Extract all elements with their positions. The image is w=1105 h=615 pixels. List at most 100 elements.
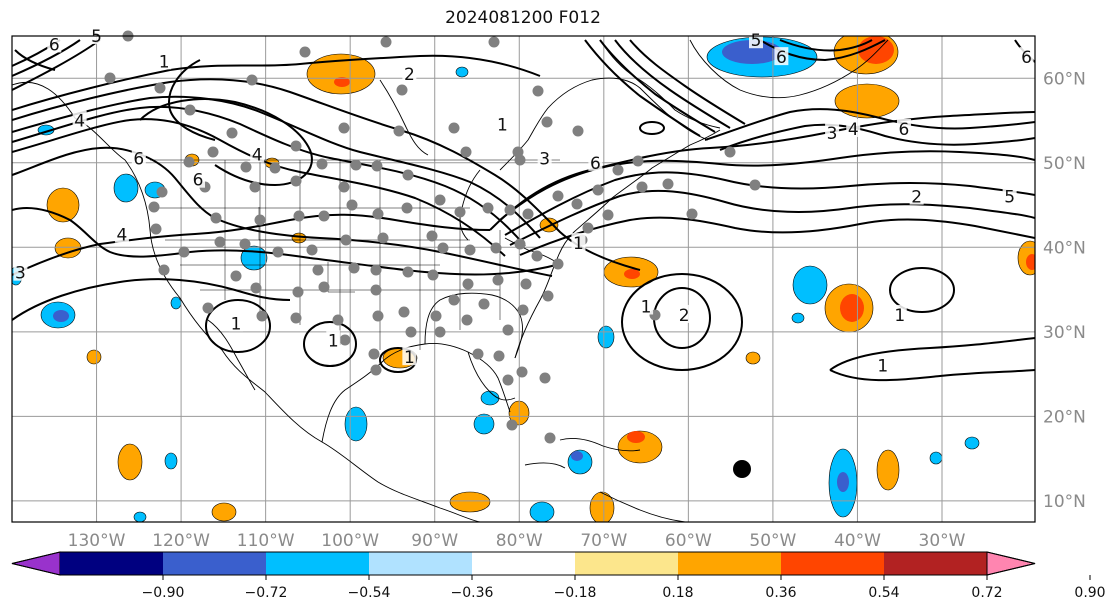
colorbar-segment	[266, 552, 370, 575]
contour-label: 4	[74, 112, 85, 132]
contour-label-bg	[131, 148, 146, 167]
longitude-tick-label: 30°W	[919, 531, 966, 551]
contour-label: 6	[193, 171, 204, 191]
contour-label: 4	[252, 145, 263, 165]
closed-contour-layer	[205, 121, 1036, 382]
contour-label: 6	[133, 150, 144, 170]
longitude-tick-label: 120°W	[152, 531, 210, 551]
contour-label-bg	[677, 304, 692, 323]
longitude-tick-label: 80°W	[496, 531, 543, 551]
longitude-tick-label: 70°W	[580, 531, 627, 551]
latitude-tick-label: 30°N	[1043, 323, 1086, 343]
colorbar-segment	[163, 552, 267, 575]
longitude-tick-label: 100°W	[321, 531, 379, 551]
map-title: 2024081200 F012	[445, 8, 601, 28]
contour-label-bg	[114, 224, 129, 243]
contour-label-bg	[909, 186, 924, 205]
contour-label: 5	[91, 27, 102, 47]
contour-label-bg	[749, 30, 763, 49]
latitude-tick-label: 20°N	[1043, 407, 1086, 427]
colorbar-segment	[369, 552, 473, 575]
longitude-tick-label: 50°W	[749, 531, 796, 551]
contour-label: 6	[590, 154, 601, 174]
contour-label: 1	[159, 52, 170, 72]
contour-label-bg	[588, 152, 603, 171]
contour-label-bg	[402, 64, 417, 83]
colorbar-max-extend	[986, 551, 1036, 576]
contour-label: 3	[827, 124, 838, 144]
contour-label-bg	[402, 347, 417, 366]
contour-label: 1	[231, 314, 242, 334]
colorbar-tick-label: 0.18	[662, 585, 693, 601]
contour-label-bg	[774, 47, 789, 66]
contour-label: 1	[573, 234, 584, 254]
colorbar-tick-label: 0.54	[868, 585, 899, 601]
longitude-labels: 130°W 120°W 110°W 100°W 90°W 80°W 70°W 60°W 50°W…	[68, 531, 966, 551]
latitude-labels: 10°N 20°N 30°N 40°N 50°N 60°N	[1043, 69, 1086, 512]
contour-label-bg	[229, 313, 244, 332]
contour-label: 1	[894, 306, 905, 326]
contour-label-bg	[495, 114, 510, 133]
colorbar-tick-label: −0.72	[245, 585, 288, 601]
contour-label-bg	[639, 296, 654, 315]
latitude-tick-label: 10°N	[1043, 492, 1086, 512]
contour-label-bg	[1019, 47, 1034, 66]
contour-label-bg	[157, 51, 172, 70]
contour-label-bg	[846, 118, 861, 137]
colorbar-tick-label: −0.54	[348, 585, 391, 601]
latitude-tick-label: 60°N	[1043, 69, 1086, 89]
storm-center-marker	[733, 460, 751, 478]
contour-label-bg	[72, 110, 87, 129]
longitude-tick-label: 130°W	[68, 531, 126, 551]
contour-label-bg	[47, 34, 62, 53]
contour-label: 6	[899, 120, 910, 140]
contour-label: 6	[1021, 48, 1032, 68]
contour-label: 2	[404, 65, 415, 85]
colorbar-tick-label: −0.18	[554, 585, 597, 601]
contour-label: 5	[1004, 188, 1015, 208]
longitude-tick-label: 60°W	[665, 531, 712, 551]
colorbar-tick-label: 0.36	[765, 585, 796, 601]
contour-label-bg	[13, 262, 28, 281]
contour-label-bg	[537, 148, 552, 167]
colorbar-segment	[575, 552, 679, 575]
colorbar-outline	[11, 551, 1036, 576]
colorbar-tick-label: 0.90	[1074, 585, 1105, 601]
colorbar-segment	[472, 552, 576, 575]
contour-label-bg	[191, 169, 205, 188]
colorbar-tick-label: −0.36	[451, 585, 494, 601]
colorbar-segment	[781, 552, 885, 575]
longitude-tick-label: 110°W	[237, 531, 295, 551]
colorbar-segment	[678, 552, 782, 575]
map-frame	[11, 35, 1036, 523]
contour-label: 6	[49, 35, 60, 55]
contour-label: 5	[751, 31, 762, 51]
contour-label: 4	[116, 226, 127, 246]
latitude-tick-label: 40°N	[1043, 238, 1086, 258]
contour-label: 1	[877, 357, 888, 377]
contour-label-bg	[326, 330, 341, 349]
contour-label-bg	[892, 304, 907, 323]
latitude-tick-label: 50°N	[1043, 154, 1086, 174]
colorbar-segment	[60, 552, 164, 575]
colorbar-min-extend	[11, 551, 61, 576]
contour-label: 1	[497, 116, 508, 136]
contour-label: 4	[848, 120, 859, 140]
longitude-tick-label: 90°W	[411, 531, 458, 551]
contour-label: 1	[328, 331, 339, 351]
contour-label-bg	[896, 118, 911, 137]
contour-label: 2	[911, 188, 922, 208]
contour-label: 3	[539, 150, 550, 170]
longitude-tick-label: 40°W	[834, 531, 881, 551]
contour-label-bg	[875, 355, 890, 374]
contour-label: 6	[776, 48, 787, 68]
contour-label: 1	[404, 348, 415, 368]
contour-label-bg	[825, 123, 840, 142]
contour-label: 2	[679, 306, 690, 326]
colorbar-tick-label: −0.90	[142, 585, 185, 601]
colorbar-segment	[884, 552, 988, 575]
contour-label-bg	[250, 144, 265, 163]
contour-label-bg	[571, 233, 586, 252]
